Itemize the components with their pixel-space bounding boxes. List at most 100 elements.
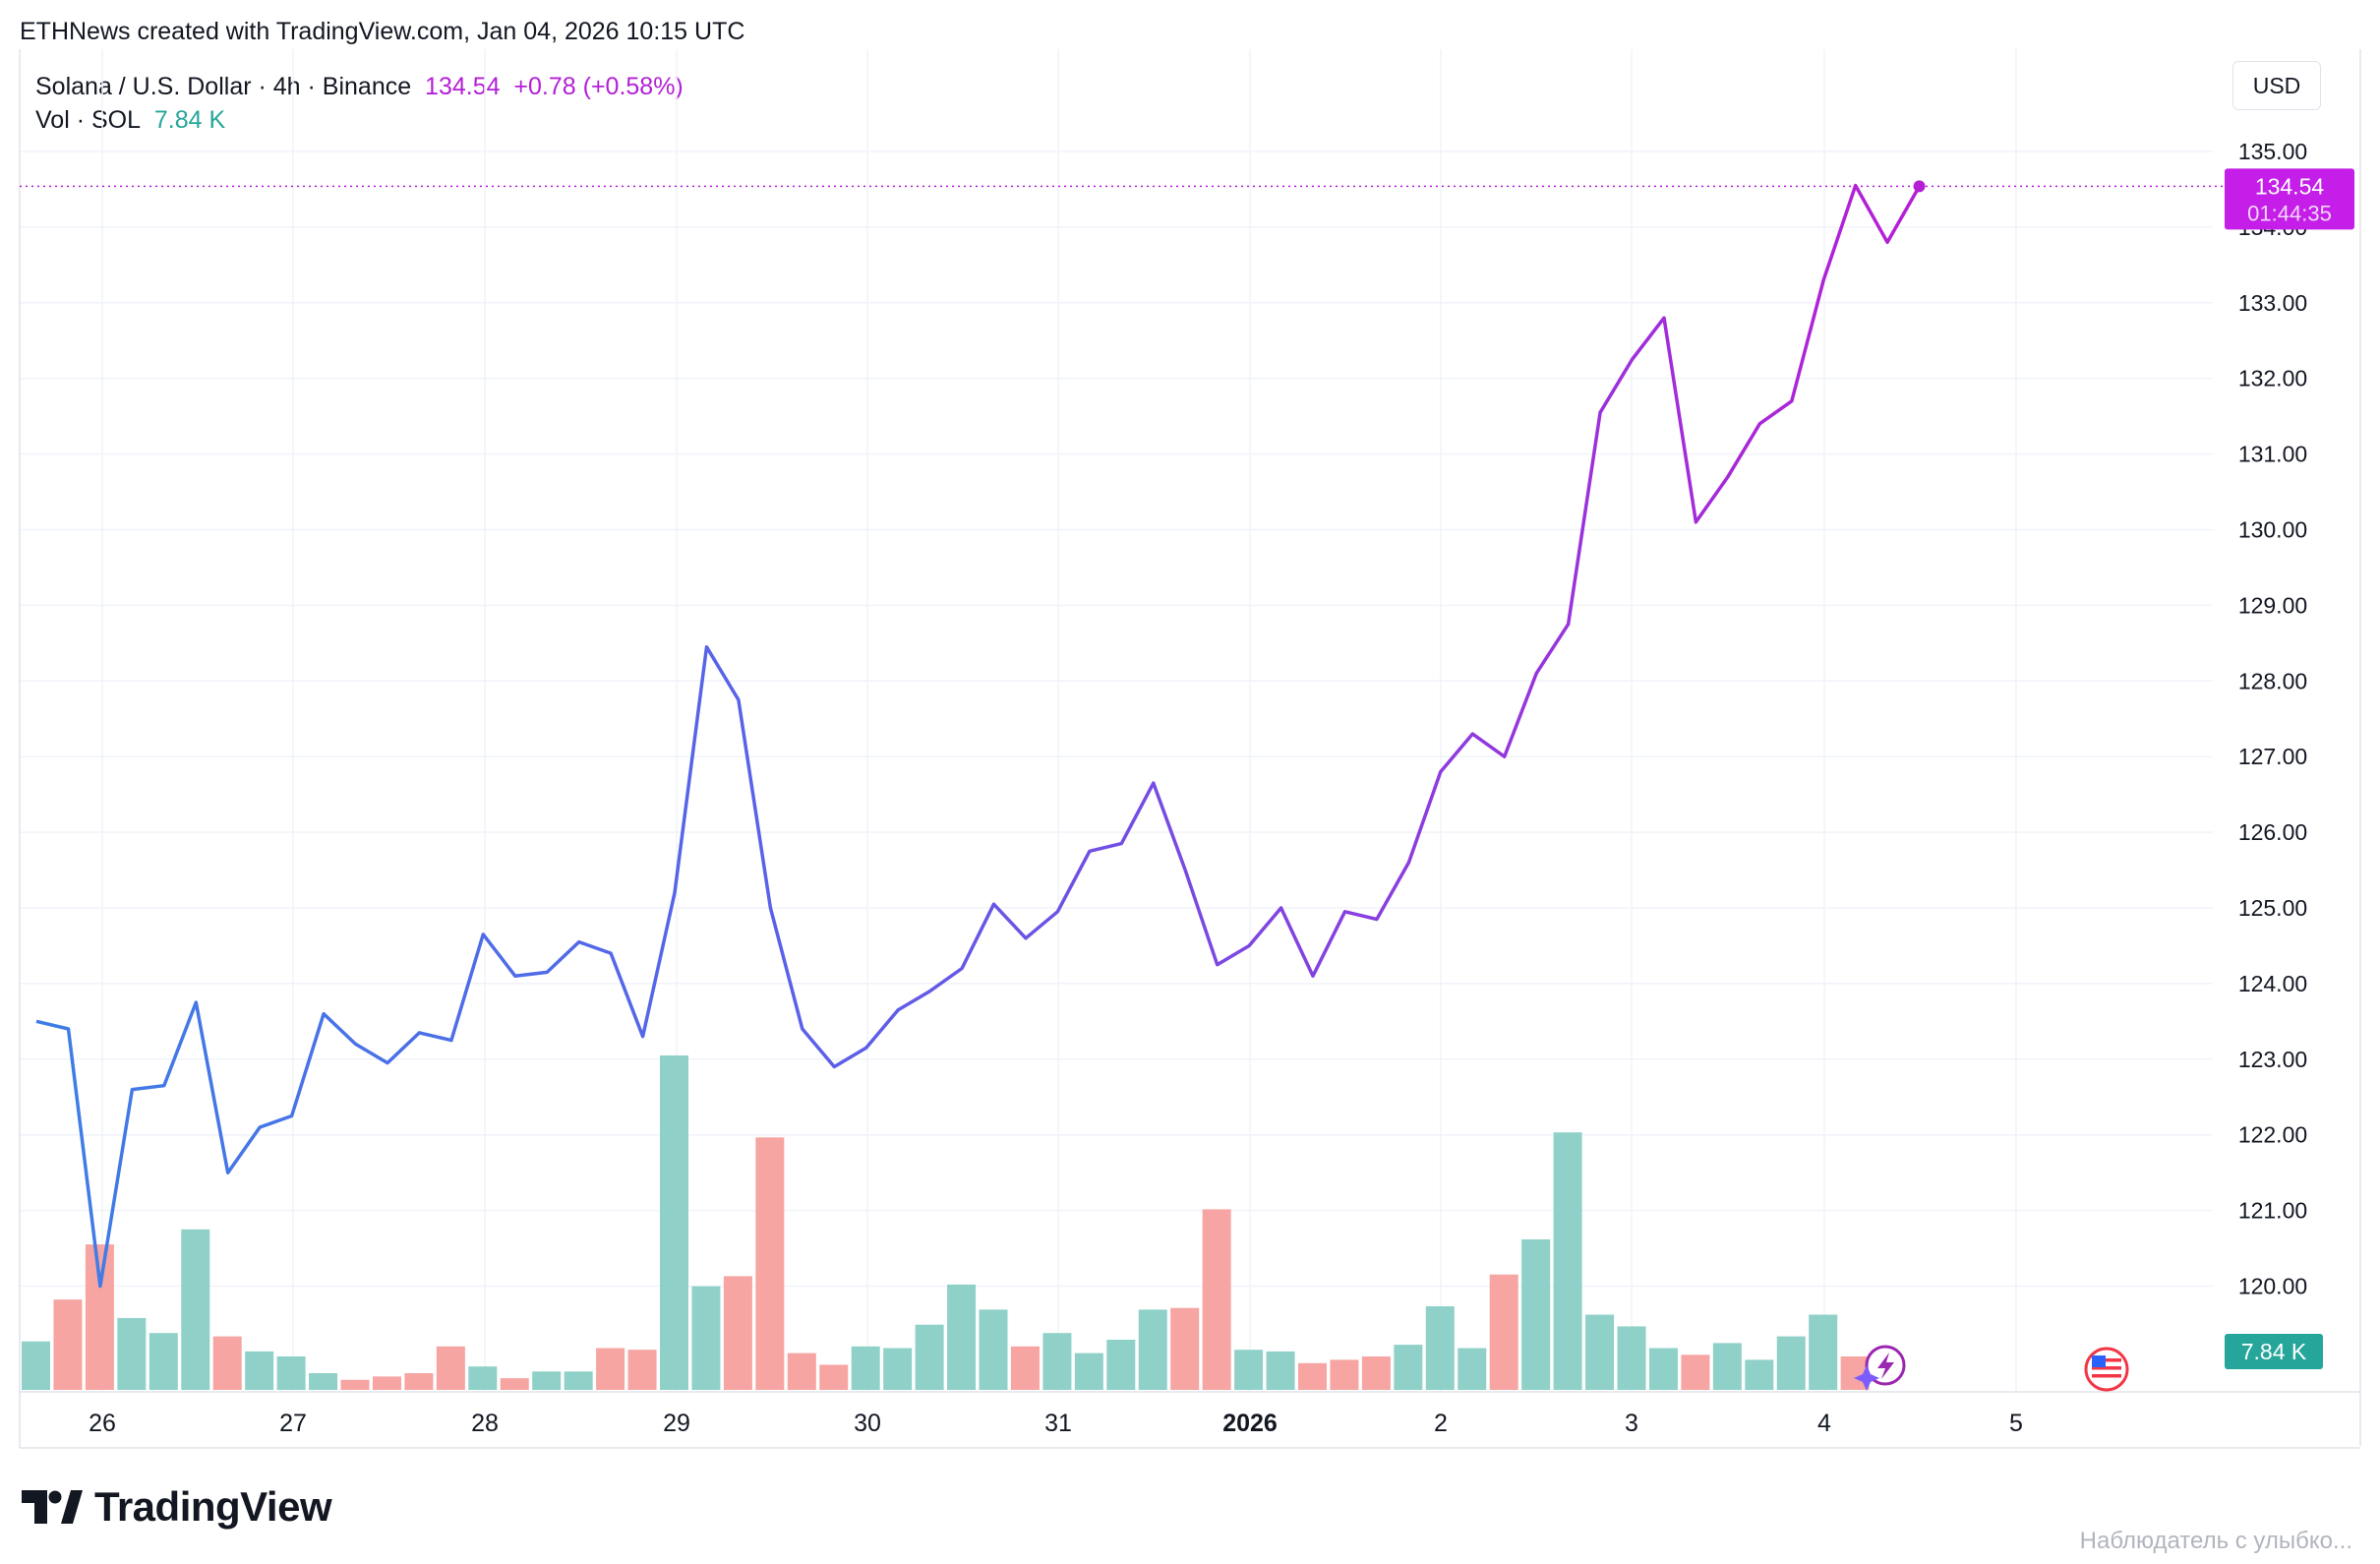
volume-bar — [117, 1317, 147, 1390]
tradingview-logo-icon — [22, 1490, 83, 1524]
volume-bar — [1776, 1336, 1806, 1390]
price-line — [35, 183, 1922, 1289]
volume-bar — [883, 1348, 913, 1390]
volume-bar — [436, 1346, 465, 1390]
volume-legend[interactable]: Vol · SOL 7.84 K — [35, 106, 225, 135]
brand-name: TradingView — [94, 1483, 332, 1530]
volume-bar — [276, 1356, 306, 1390]
y-tick-label: 131.00 — [2238, 442, 2307, 467]
x-tick-label: 31 — [1044, 1410, 1072, 1437]
y-tick-label: 133.00 — [2238, 290, 2307, 316]
x-axis: 26 27 28 29 30 31 2026 2 3 4 5 — [89, 1410, 2023, 1437]
volume-bar — [1106, 1340, 1136, 1390]
symbol-legend[interactable]: Solana / U.S. Dollar · 4h · Binance 134.… — [35, 73, 684, 101]
volume-bar — [564, 1371, 593, 1390]
volume-bar — [787, 1353, 816, 1390]
x-tick-label: 30 — [854, 1410, 881, 1437]
grid — [19, 49, 2361, 1449]
us-flag-icon[interactable] — [2084, 1347, 2129, 1392]
volume-bar — [1202, 1209, 1231, 1390]
x-tick-label: 4 — [1817, 1410, 1831, 1437]
volume-bar — [372, 1376, 401, 1390]
volume-bar — [309, 1373, 338, 1390]
volume-bar — [1681, 1354, 1710, 1390]
volume-bar — [340, 1379, 370, 1390]
volume-bar — [1553, 1132, 1582, 1390]
x-tick-label: 3 — [1625, 1410, 1638, 1437]
volume-bar — [212, 1336, 242, 1390]
watermark-text: Наблюдатель с улыбко... — [2079, 1528, 2352, 1554]
volume-bar — [500, 1378, 529, 1390]
volume-bar — [596, 1348, 625, 1390]
volume-bar — [1298, 1362, 1327, 1390]
x-tick-label: 26 — [89, 1410, 116, 1437]
volume-bar — [723, 1276, 752, 1390]
volume-bar — [1809, 1314, 1838, 1390]
price-badge: 134.54 01:44:35 — [2225, 168, 2354, 230]
volume-bar — [181, 1229, 210, 1390]
volume-bar — [1394, 1345, 1423, 1390]
last-price-point — [1913, 180, 1926, 193]
volume-bar — [691, 1286, 721, 1390]
sparkle-icon[interactable] — [1854, 1365, 1879, 1391]
volume-bar — [22, 1341, 50, 1390]
volume-bar — [915, 1324, 944, 1390]
volume-bar — [532, 1371, 562, 1390]
x-tick-label: 2 — [1434, 1410, 1448, 1437]
y-tick-label: 125.00 — [2238, 895, 2307, 921]
y-tick-label: 120.00 — [2238, 1274, 2307, 1299]
y-tick-label: 126.00 — [2238, 819, 2307, 845]
volume-bar — [979, 1309, 1008, 1390]
volume-bar — [53, 1299, 83, 1390]
y-axis: 120.00 121.00 122.00 123.00 124.00 125.00 126.… — [2238, 139, 2307, 1299]
x-tick-label: 5 — [2009, 1410, 2023, 1437]
symbol-name: Solana / U.S. Dollar · 4h · Binance — [35, 73, 412, 100]
x-tick-label: 2026 — [1222, 1410, 1278, 1437]
volume-bar — [1074, 1353, 1103, 1390]
volume-bar — [851, 1346, 880, 1390]
volume-bar — [1361, 1356, 1391, 1390]
volume-bar — [468, 1366, 498, 1390]
volume-badge-value: 7.84 K — [2241, 1339, 2307, 1364]
y-tick-label: 122.00 — [2238, 1122, 2307, 1148]
volume-bar — [1266, 1351, 1295, 1390]
price-badge-countdown: 01:44:35 — [2247, 201, 2332, 225]
volume-bar — [1138, 1309, 1167, 1390]
chart-credit: ETHNews created with TradingView.com, Ja… — [20, 18, 745, 45]
volume-bar — [1489, 1274, 1518, 1390]
y-tick-label: 128.00 — [2238, 668, 2307, 693]
lightning-icon[interactable] — [1865, 1345, 1906, 1386]
volume-bar — [947, 1284, 977, 1390]
volume-bar — [85, 1244, 114, 1390]
volume-bars — [22, 1055, 1870, 1390]
x-tick-label: 29 — [663, 1410, 690, 1437]
volume-bar — [149, 1333, 178, 1390]
tradingview-logo[interactable]: TradingView — [22, 1483, 332, 1531]
volume-bar — [1458, 1348, 1487, 1390]
volume-bar — [627, 1350, 657, 1390]
y-tick-label: 127.00 — [2238, 744, 2307, 769]
volume-bar — [1617, 1326, 1646, 1390]
volume-bar — [1425, 1306, 1455, 1390]
x-tick-label: 27 — [279, 1410, 307, 1437]
currency-button[interactable]: USD — [2232, 61, 2321, 110]
y-tick-label: 121.00 — [2238, 1198, 2307, 1224]
volume-bar — [1521, 1239, 1551, 1390]
volume-bar — [1042, 1333, 1072, 1390]
volume-bar — [1330, 1359, 1359, 1390]
volume-bar — [404, 1373, 434, 1390]
volume-bar — [1648, 1348, 1678, 1390]
volume-bar — [1712, 1343, 1742, 1390]
y-tick-label: 130.00 — [2238, 517, 2307, 543]
volume-bar — [660, 1055, 688, 1390]
volume-bar — [1234, 1350, 1264, 1390]
volume-bar — [1745, 1359, 1774, 1390]
y-tick-label: 124.00 — [2238, 971, 2307, 996]
y-tick-label: 135.00 — [2238, 139, 2307, 164]
x-tick-label: 28 — [471, 1410, 499, 1437]
price-badge-price: 134.54 — [2255, 173, 2325, 199]
volume-label: Vol · SOL — [35, 106, 141, 134]
volume-bar — [1170, 1307, 1200, 1390]
volume-bar — [1585, 1314, 1615, 1390]
